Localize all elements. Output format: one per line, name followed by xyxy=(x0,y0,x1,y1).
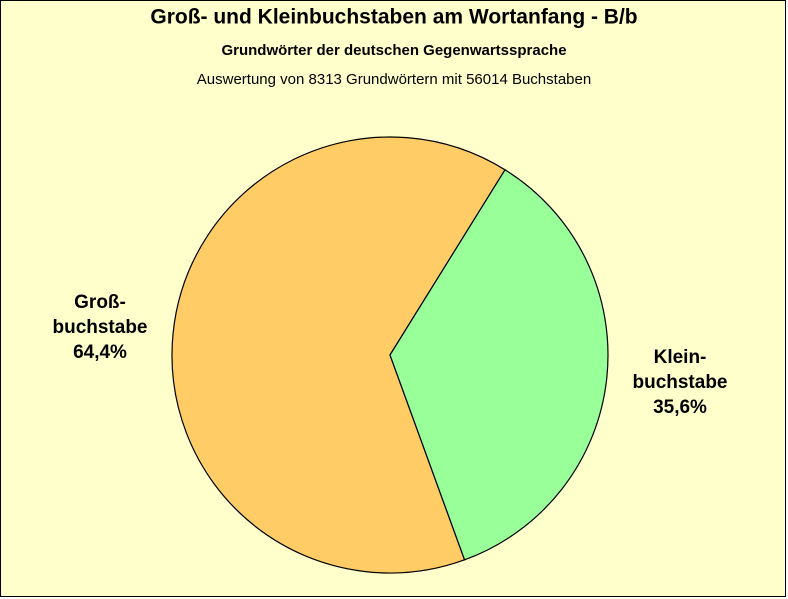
pie-slice xyxy=(389,168,609,561)
pie-slice xyxy=(171,136,506,574)
chart-caption: Auswertung von 8313 Grundwörtern mit 560… xyxy=(197,71,591,88)
value-label: 35,6% xyxy=(653,397,707,418)
slice-label: Groß- xyxy=(74,292,126,313)
slice-label: buchstabe xyxy=(52,317,147,338)
slice-label: buchstabe xyxy=(632,372,727,393)
slice-label: Klein- xyxy=(654,347,707,368)
value-label: 64,4% xyxy=(73,342,127,363)
chart-subtitle: Grundwörter der deutschen Gegenwartsspra… xyxy=(221,42,566,59)
chart-title: Groß- und Kleinbuchstaben am Wortanfang … xyxy=(150,6,637,29)
